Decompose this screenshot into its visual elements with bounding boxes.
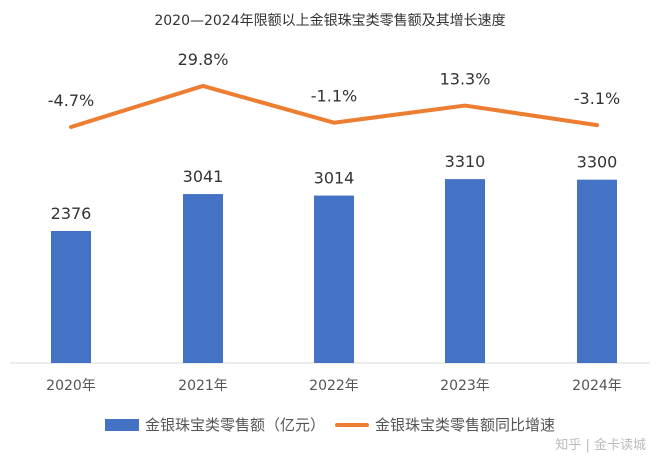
bar-data-label: 3041 [183,167,224,186]
bar [577,179,617,363]
line-data-label: -1.1% [311,87,357,106]
bar-data-label: 2376 [51,204,92,223]
x-tick-label: 2020年 [46,378,96,394]
legend: 金银珠宝类零售额（亿元） 金银珠宝类零售额同比增速 [0,414,660,435]
x-tick-label: 2022年 [309,378,359,394]
line-data-label: -3.1% [574,89,620,108]
bar [51,231,91,363]
legend-line-swatch [335,422,369,427]
line-data-label: -4.7% [48,91,94,110]
bar [183,194,223,363]
x-tick-label: 2024年 [572,378,622,394]
legend-bar-swatch [104,418,139,431]
bar-data-label: 3300 [577,153,618,172]
bar [314,195,354,363]
legend-line-label: 金银珠宝类零售额同比增速 [375,416,556,434]
x-tick-label: 2023年 [440,378,490,394]
bar-data-label: 3310 [445,152,486,171]
legend-bar-label: 金银珠宝类零售额（亿元） [144,416,325,434]
bar [445,179,485,363]
line-data-label: 13.3% [440,70,491,89]
x-tick-label: 2021年 [178,378,228,394]
watermark: 知乎 | 金卡读城 [555,438,646,453]
line-data-label: 29.8% [178,50,229,69]
chart-title: 2020—2024年限额以上金银珠宝类零售额及其增长速度 [154,13,506,29]
bar-data-label: 3014 [314,169,355,188]
